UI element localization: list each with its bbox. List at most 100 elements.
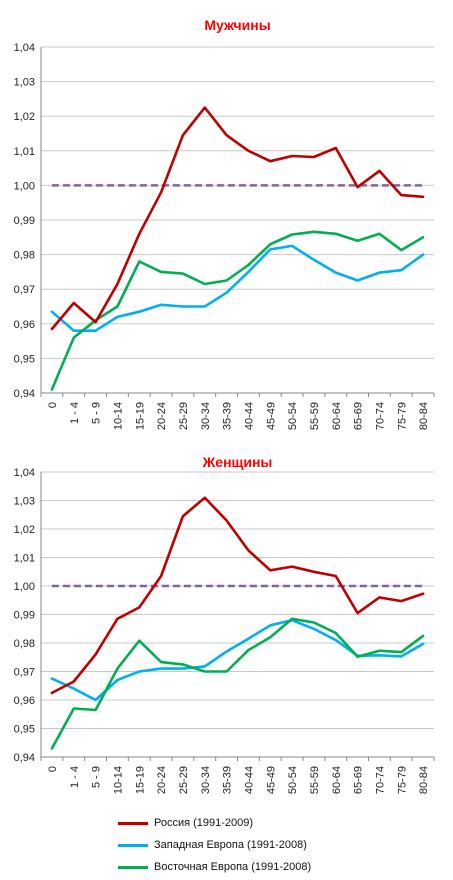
men-point-western-europe xyxy=(400,269,403,271)
men-point-eastern-europe xyxy=(378,233,381,235)
men-point-russia xyxy=(422,196,424,198)
women-point-eastern-europe xyxy=(378,649,381,652)
men-point-russia xyxy=(400,194,403,196)
men-point-russia xyxy=(51,328,53,330)
women-point-eastern-europe xyxy=(313,621,315,624)
women-point-western-europe xyxy=(51,677,53,680)
legend-item-eastern-europe: Восточная Европа (1991-2008) xyxy=(118,856,438,878)
men-x-tick-label: 30-34 xyxy=(200,402,212,430)
women-x-tick-label: 60-64 xyxy=(331,766,343,794)
men-x-tick-label: 10-14 xyxy=(112,402,124,430)
legend-swatch-western-europe xyxy=(118,843,148,847)
women-x-tick-label: 75-79 xyxy=(396,766,408,794)
men-x-tick-label: 35-39 xyxy=(222,402,234,430)
women-point-eastern-europe xyxy=(116,667,119,670)
women-x-tick-label: 5 - 9 xyxy=(91,766,103,788)
women-point-western-europe xyxy=(182,667,184,670)
women-point-western-europe xyxy=(313,627,315,630)
men-point-russia xyxy=(182,134,184,137)
men-x-tick-label: 15-19 xyxy=(134,402,146,430)
women-point-russia xyxy=(269,569,272,572)
men-point-eastern-europe xyxy=(334,233,337,235)
women-point-eastern-europe xyxy=(334,632,337,634)
men-point-western-europe xyxy=(225,291,228,294)
women-x-tick-label: 10-14 xyxy=(112,766,124,794)
women-point-eastern-europe xyxy=(182,663,184,666)
men-point-eastern-europe xyxy=(400,249,403,251)
men-point-western-europe xyxy=(422,253,424,256)
men-point-western-europe xyxy=(269,248,272,251)
women-y-tick-label: 0,95 xyxy=(14,724,35,736)
men-point-russia xyxy=(225,134,228,137)
men-y-tick-label: 0,94 xyxy=(14,388,35,400)
women-y-tick-label: 1,01 xyxy=(14,553,35,565)
men-point-russia xyxy=(203,106,206,109)
women-y-tick-label: 1,00 xyxy=(14,581,35,593)
men-x-tick-label: 60-64 xyxy=(331,402,343,430)
women-point-western-europe xyxy=(334,639,337,641)
women-point-western-europe xyxy=(138,670,141,673)
men-point-russia xyxy=(116,283,119,285)
men-point-russia xyxy=(356,186,359,188)
chart-title-women: Женщины xyxy=(202,454,273,470)
men-x-tick-label: 70-74 xyxy=(374,402,386,430)
men-point-russia xyxy=(378,170,381,172)
men-point-western-europe xyxy=(116,316,119,318)
women-x-tick-label: 70-74 xyxy=(374,766,386,794)
women-x-tick-label: 80-84 xyxy=(418,766,430,794)
women-x-tick-label: 20-24 xyxy=(156,766,168,794)
men-y-tick-label: 0,97 xyxy=(14,284,35,296)
women-point-eastern-europe xyxy=(203,670,206,673)
women-point-western-europe xyxy=(269,624,272,627)
women-x-tick-label: 25-29 xyxy=(178,766,190,794)
women-x-tick-label: 55-59 xyxy=(309,766,321,794)
men-x-tick-label: 80-84 xyxy=(418,402,430,430)
women-point-eastern-europe xyxy=(138,639,141,642)
men-y-tick-label: 1,01 xyxy=(14,146,35,158)
men-point-eastern-europe xyxy=(116,305,119,308)
women-point-western-europe xyxy=(400,655,403,658)
women-point-western-europe xyxy=(203,665,206,668)
legend-label-eastern-europe: Восточная Европа (1991-2008) xyxy=(154,861,312,873)
men-point-western-europe xyxy=(247,271,250,273)
women-point-russia xyxy=(247,549,250,552)
men-point-russia xyxy=(291,155,293,157)
women-x-tick-label: 45-49 xyxy=(265,766,277,794)
men-point-western-europe xyxy=(203,305,206,308)
women-point-eastern-europe xyxy=(72,707,75,710)
men-point-russia xyxy=(269,160,272,162)
men-point-eastern-europe xyxy=(51,388,53,391)
women-point-eastern-europe xyxy=(225,670,228,673)
women-point-eastern-europe xyxy=(356,655,359,658)
men-point-russia xyxy=(334,147,337,149)
legend-item-russia: Россия (1991-2009) xyxy=(118,812,438,834)
women-y-tick-label: 1,04 xyxy=(14,467,35,479)
women-point-russia xyxy=(182,515,184,517)
men-x-tick-label: 65-69 xyxy=(353,402,365,430)
women-x-tick-label: 0 xyxy=(47,766,59,772)
men-point-western-europe xyxy=(94,329,97,332)
men-point-western-europe xyxy=(138,310,141,313)
women-x-tick-label: 30-34 xyxy=(200,766,212,794)
women-point-eastern-europe xyxy=(400,651,403,653)
charts-canvas: Мужчины 0,94 0,95 0,96 0,97 0,98 0,99 1,00 1,01 1… xyxy=(14,17,435,794)
men-y-tick-label: 0,96 xyxy=(14,319,35,331)
men-point-eastern-europe xyxy=(182,272,184,275)
men-x-tick-label: 0 xyxy=(47,402,59,408)
men-y-tick-label: 0,95 xyxy=(14,353,35,365)
legend: Россия (1991-2009) Западная Европа (1991… xyxy=(118,812,438,878)
men-point-western-europe xyxy=(291,245,293,247)
men-x-tick-label: 45-49 xyxy=(265,402,277,430)
men-x-tick-label: 75-79 xyxy=(396,402,408,430)
legend-label-western-europe: Западная Европа (1991-2008) xyxy=(154,839,307,851)
women-point-russia xyxy=(203,496,206,499)
women-series-eastern-europe xyxy=(50,617,425,750)
women-point-russia xyxy=(378,596,381,599)
women-point-russia xyxy=(138,606,141,609)
men-point-russia xyxy=(247,150,250,152)
women-point-russia xyxy=(160,575,162,577)
men-series-russia xyxy=(50,106,425,331)
men-x-tick-label: 50-54 xyxy=(287,402,299,430)
women-point-eastern-europe xyxy=(269,636,272,639)
men-point-western-europe xyxy=(182,305,184,308)
